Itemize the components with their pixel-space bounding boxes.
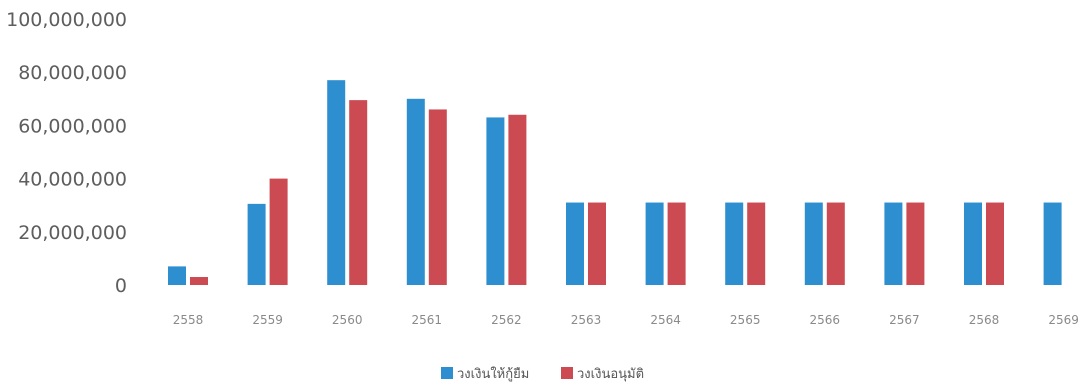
bar-series-1-2565 [725,202,744,285]
bar-series-1-2569 [1043,202,1062,285]
x-tick-label: 2563 [571,313,602,327]
bar-series-1-2564 [645,202,664,285]
y-tick-label: 80,000,000 [18,62,127,84]
x-tick-label: 2566 [810,313,841,327]
x-tick-label: 2567 [889,313,920,327]
bar-series-1-2558 [168,266,186,285]
legend-swatch [561,367,573,379]
bar-series-1-2568 [964,202,982,285]
x-tick-label: 2568 [969,313,1000,327]
x-tick-label: 2561 [412,313,443,327]
bar-series-2-2568 [986,202,1004,285]
bar-series-2-2564 [667,202,686,285]
y-tick-label: 100,000,000 [6,9,127,31]
x-axis: 2558 2559 2560 2561 2562 2563 2564 2565 2566 2567… [173,313,1079,327]
x-tick-label: 2559 [252,313,283,327]
bar-series-2-2558 [190,277,208,285]
bar-series-2-2560 [349,100,368,285]
x-tick-label: 2564 [650,313,681,327]
bar-series-1-2567 [884,202,903,285]
x-tick-label: 2569 [1048,313,1079,327]
y-axis: 0 20,000,000 40,000,000 60,000,000 80,000,00… [6,9,127,297]
bar-series-2-2565 [747,202,766,285]
y-tick-label: 0 [115,275,127,297]
bar-series-1-2563 [566,202,584,285]
bar-series-2-2563 [588,202,606,285]
x-tick-label: 2562 [491,313,522,327]
bar-series-1-2561 [406,98,425,285]
bar-series-1-2562 [486,117,505,285]
legend-label: วงเงินให้กู้ยืม [457,366,529,382]
x-tick-label: 2565 [730,313,761,327]
x-tick-label: 2558 [173,313,204,327]
legend-label: วงเงินอนุมัติ [577,367,644,382]
legend: วงเงินให้กู้ยืม วงเงินอนุมัติ [441,366,644,382]
bar-series-2-2566 [826,202,845,285]
x-tick-label: 2560 [332,313,363,327]
bar-series-2-2559 [269,178,288,285]
y-tick-label: 60,000,000 [18,115,127,137]
bar-series-2-2561 [428,109,447,285]
bar-series-1-2560 [327,80,346,286]
bars-group [168,80,1062,286]
bar-series-2-2567 [906,202,925,285]
bar-series-1-2566 [804,202,823,285]
y-tick-label: 20,000,000 [18,222,127,244]
bar-series-1-2559 [247,203,266,285]
legend-swatch [441,367,453,379]
bar-series-2-2562 [508,114,527,285]
y-tick-label: 40,000,000 [18,169,127,191]
